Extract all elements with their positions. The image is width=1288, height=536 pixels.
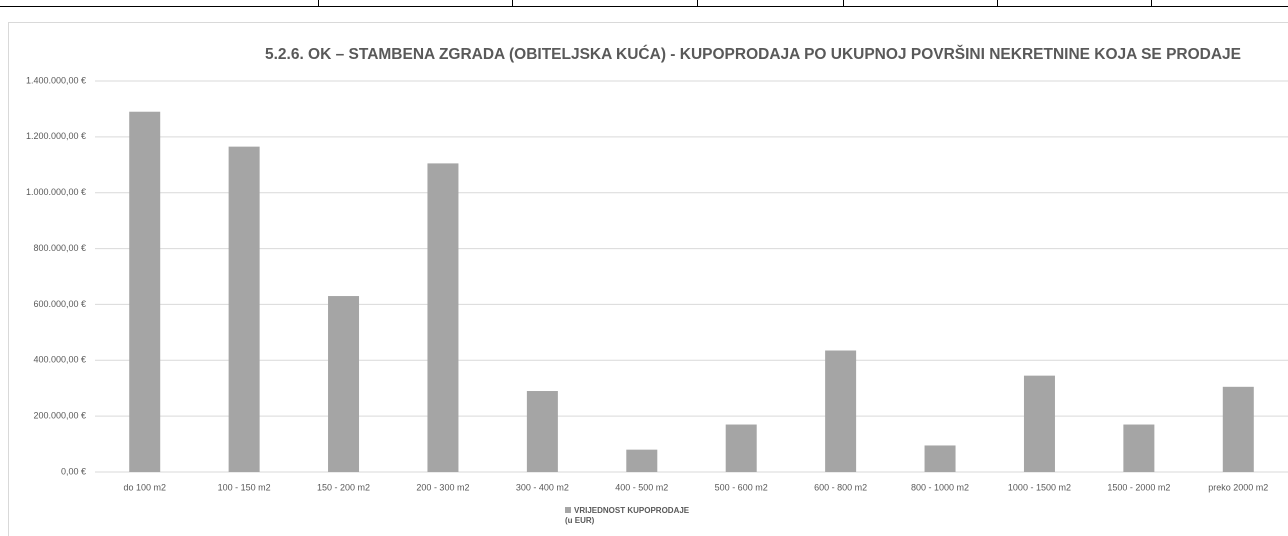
y-tick-label: 1.200.000,00 € [26, 131, 86, 141]
sheet-cells [0, 0, 1288, 7]
y-tick-label: 400.000,00 € [33, 355, 86, 365]
bar [129, 111, 161, 472]
x-tick-label: preko 2000 m2 [1208, 482, 1268, 492]
bar [825, 350, 857, 472]
x-tick-label: 800 - 1000 m2 [911, 482, 969, 492]
y-tick-label: 200.000,00 € [33, 411, 86, 421]
y-tick-label: 600.000,00 € [33, 299, 86, 309]
legend: VRIJEDNOST KUPOPRODAJE (u EUR) [565, 506, 689, 526]
x-tick-label: 100 - 150 m2 [218, 482, 271, 492]
x-tick-label: 600 - 800 m2 [814, 482, 867, 492]
y-tick-label: 0,00 € [61, 466, 86, 476]
y-tick-label: 800.000,00 € [33, 243, 86, 253]
x-tick-label: 150 - 200 m2 [317, 482, 370, 492]
legend-label: VRIJEDNOST KUPOPRODAJE (u EUR) [565, 506, 690, 525]
x-tick-label: 300 - 400 m2 [516, 482, 569, 492]
x-tick-label: 200 - 300 m2 [416, 482, 469, 492]
bar [626, 449, 658, 472]
bar [328, 296, 360, 472]
bar [1123, 424, 1155, 472]
chart-border [8, 22, 1288, 536]
bar [1222, 386, 1254, 472]
bar [1023, 375, 1055, 472]
x-tick-label: 400 - 500 m2 [615, 482, 668, 492]
x-tick-label: 1500 - 2000 m2 [1107, 482, 1170, 492]
chart-title: 5.2.6. OK – STAMBENA ZGRADA (OBITELJSKA … [264, 46, 1242, 63]
x-tick-label: 1000 - 1500 m2 [1008, 482, 1071, 492]
bar [427, 163, 459, 472]
bar [526, 391, 558, 472]
y-tick-label: 1.000.000,00 € [26, 187, 86, 197]
bar [228, 146, 260, 472]
bar [725, 424, 757, 472]
bar [924, 445, 956, 472]
y-tick-label: 1.400.000,00 € [26, 75, 86, 85]
x-tick-label: 500 - 600 m2 [715, 482, 768, 492]
legend-swatch [565, 507, 571, 513]
x-tick-label: do 100 m2 [123, 482, 166, 492]
